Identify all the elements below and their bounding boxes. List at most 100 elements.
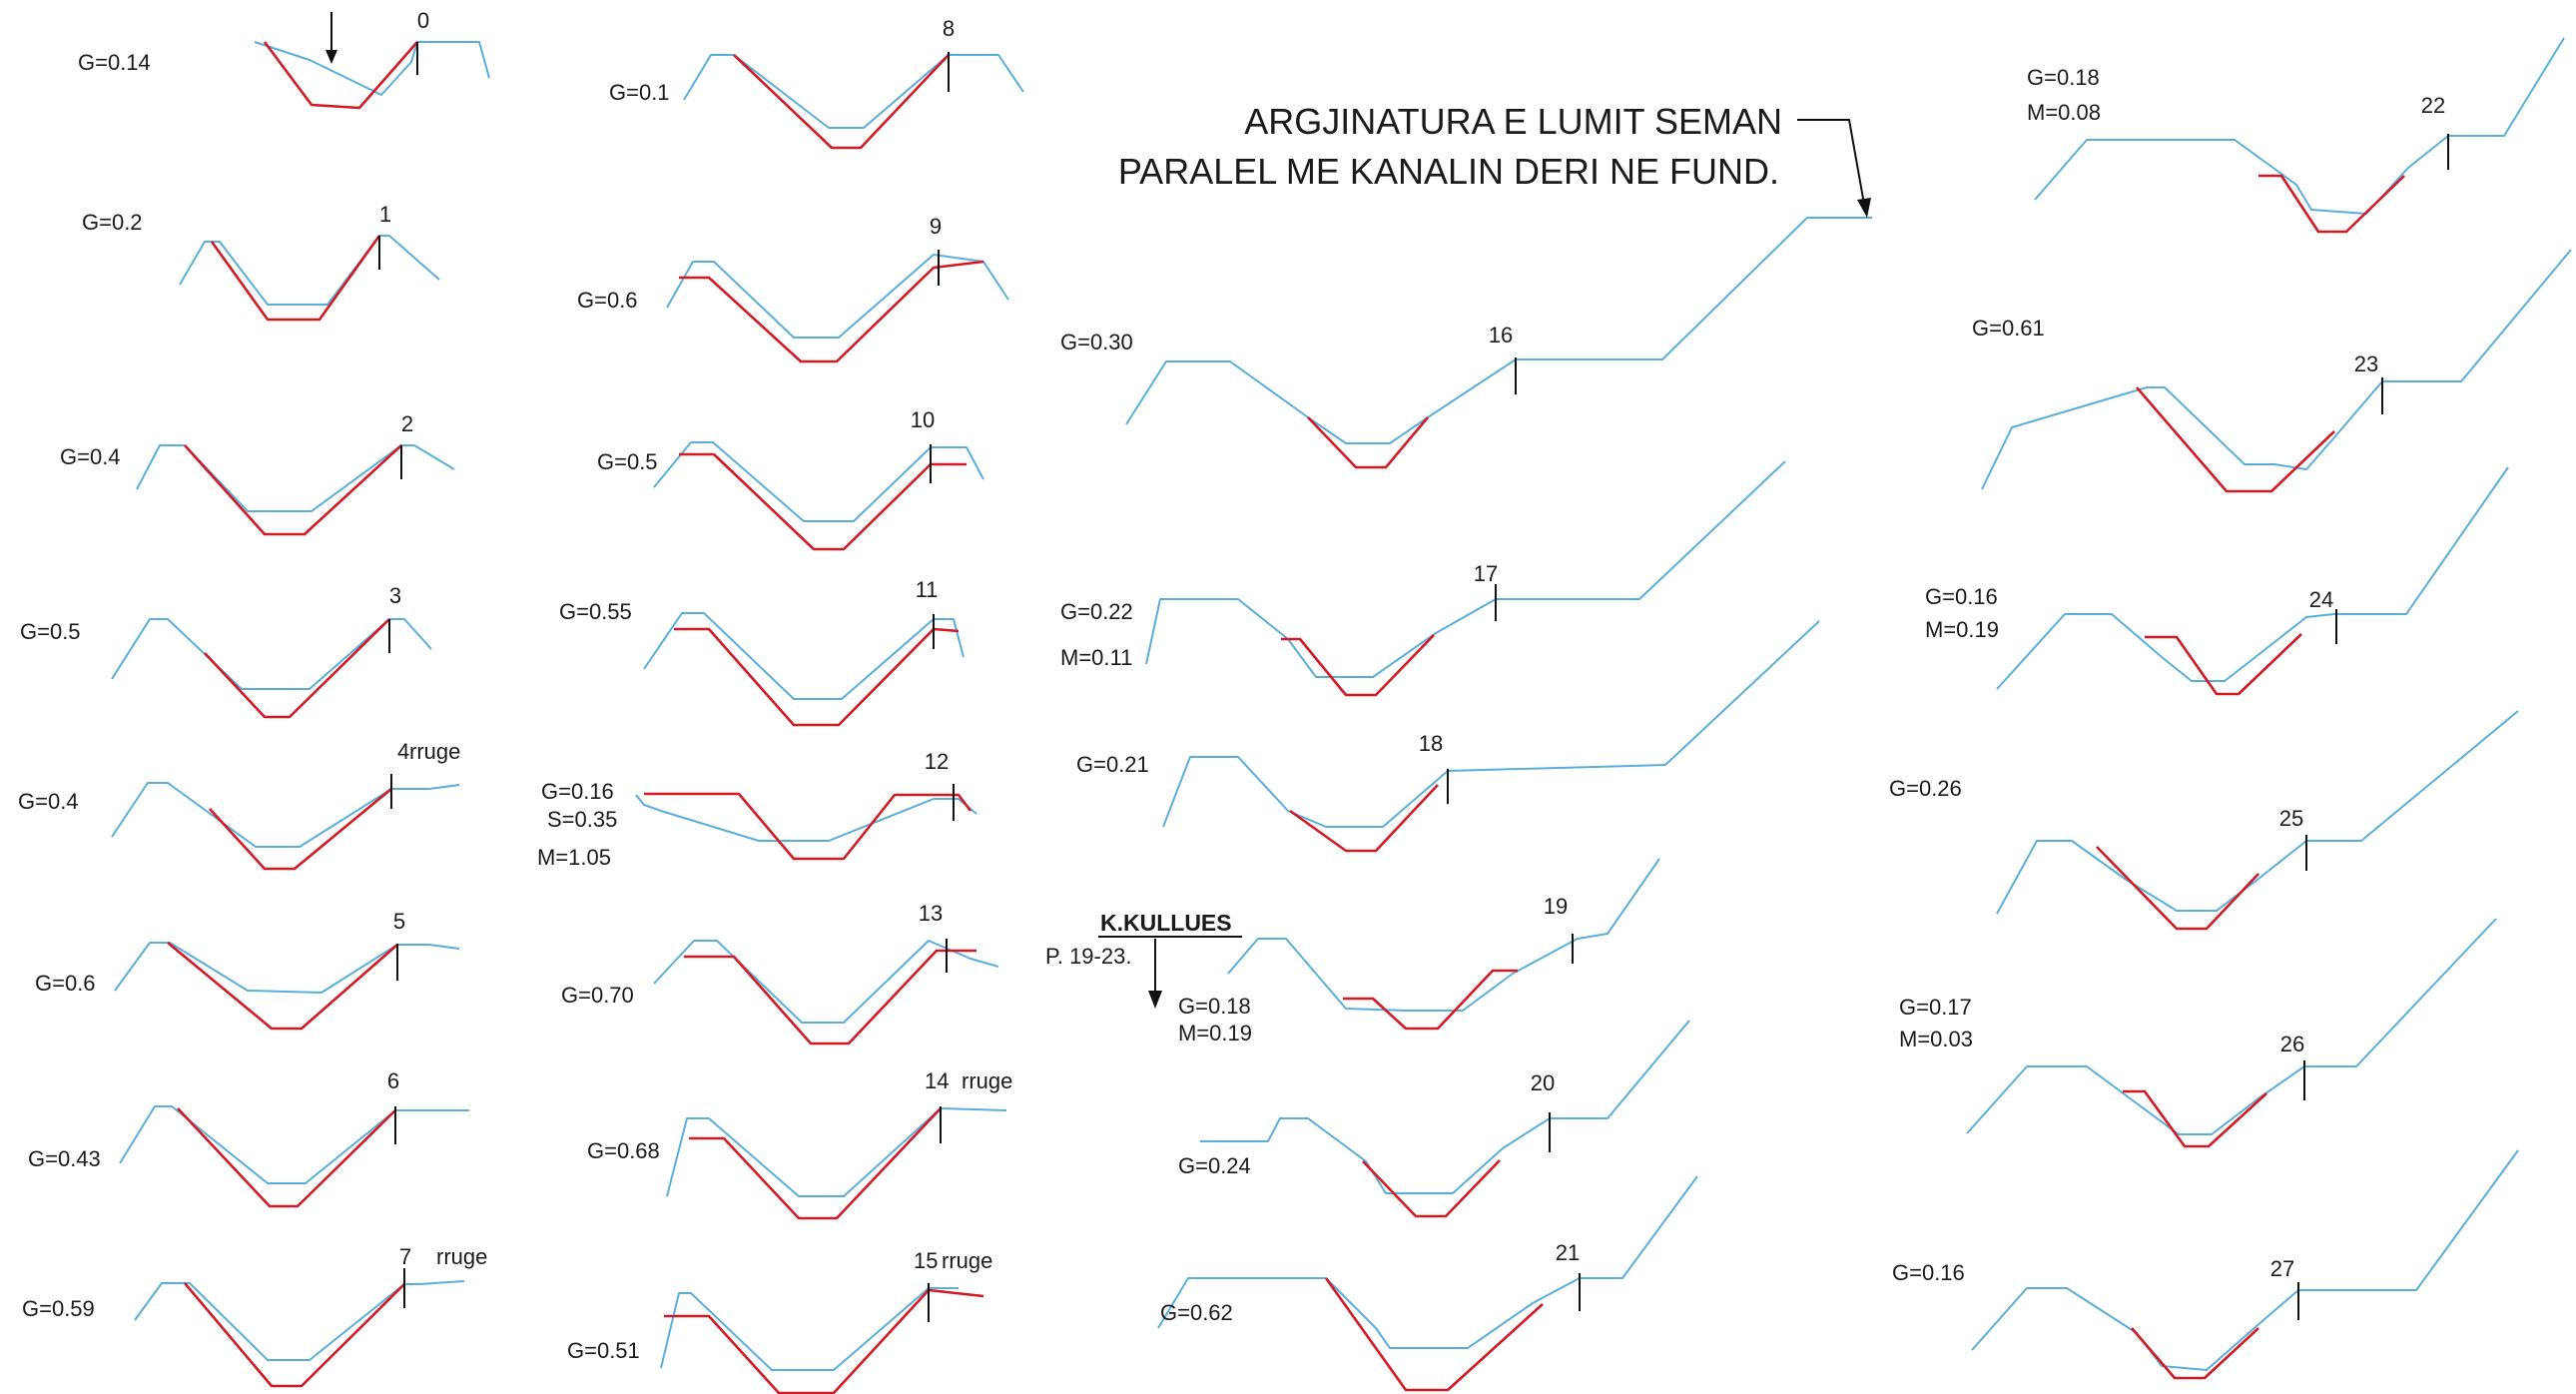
section-value-22-1: M=0.08 <box>2027 100 2101 125</box>
ground-line-9 <box>666 254 1009 339</box>
design-line-6 <box>177 1107 396 1208</box>
section-number-14: 14 <box>925 1068 949 1093</box>
section-number-13: 13 <box>919 901 943 926</box>
design-line-4 <box>209 787 392 871</box>
design-line-11 <box>674 627 960 727</box>
section-value-21-0: G=0.62 <box>1160 1300 1233 1325</box>
design-line-20 <box>1362 1159 1501 1218</box>
design-line-14 <box>689 1107 942 1220</box>
section-number-24: 24 <box>2309 587 2333 612</box>
title-annotation: ARGJINATURA E LUMIT SEMAN PARALEL ME KAN… <box>1118 101 1871 218</box>
section-13: 13 G=0.70 <box>561 901 999 1046</box>
section-value-4-0: G=0.4 <box>18 789 79 814</box>
ground-line-26 <box>1966 918 2497 1135</box>
design-line-10 <box>679 452 966 551</box>
ground-line-5 <box>114 942 460 994</box>
section-23: 23 G=0.61 <box>1972 249 2572 493</box>
design-line-9 <box>679 260 984 363</box>
section-number-26: 26 <box>2280 1032 2304 1056</box>
ground-line-7 <box>134 1280 465 1361</box>
design-line-21 <box>1324 1277 1544 1392</box>
section-value-17-0: G=0.22 <box>1060 599 1133 624</box>
design-line-24 <box>2145 633 2302 696</box>
section-value-24-1: M=0.19 <box>1925 617 1999 642</box>
section-16: 16 G=0.30 <box>1060 217 1872 469</box>
title-line-1: ARGJINATURA E LUMIT SEMAN <box>1244 101 1782 142</box>
design-line-17 <box>1281 634 1435 697</box>
ground-line-3 <box>111 618 432 690</box>
design-line-19 <box>1343 969 1518 1031</box>
ground-line-11 <box>643 612 965 700</box>
section-12: 12 G=0.16 S=0.35 M=1.05 <box>537 749 977 870</box>
ground-line-16 <box>1125 217 1872 444</box>
section-value-26-0: G=0.17 <box>1899 995 1972 1020</box>
section-value-12-2: M=1.05 <box>537 845 611 870</box>
section-number-25: 25 <box>2279 806 2303 831</box>
design-line-0 <box>263 41 418 110</box>
design-line-23 <box>2136 386 2335 493</box>
section-value-17-1: M=0.11 <box>1060 645 1132 670</box>
note-arrowhead <box>1148 991 1162 1009</box>
section-1: 1 G=0.2 <box>82 202 440 322</box>
ground-line-17 <box>1145 460 1786 678</box>
section-number-8: 8 <box>943 16 955 41</box>
note-sub: P. 19-23. <box>1045 944 1131 969</box>
section-4: 4 rruge G=0.4 <box>18 739 460 871</box>
design-line-26 <box>2123 1089 2267 1148</box>
design-line-12 <box>644 792 972 861</box>
section-value-23-0: G=0.61 <box>1972 316 2045 341</box>
ground-line-8 <box>683 54 1024 129</box>
section-value-10-0: G=0.5 <box>597 449 658 474</box>
top-arrowhead <box>325 50 337 64</box>
section-value-20-0: G=0.24 <box>1178 1153 1251 1178</box>
ground-line-0 <box>254 41 490 96</box>
ground-line-20 <box>1200 1020 1690 1194</box>
section-value-3-0: G=0.5 <box>20 619 81 644</box>
section-value-5-0: G=0.6 <box>35 971 96 996</box>
ground-line-19 <box>1227 858 1660 1012</box>
section-value-25-0: G=0.26 <box>1889 776 1962 801</box>
ground-line-25 <box>1996 710 2519 915</box>
section-number-21: 21 <box>1556 1240 1580 1265</box>
section-number-9: 9 <box>930 214 942 239</box>
design-line-2 <box>184 444 402 536</box>
section-number-1: 1 <box>379 202 391 227</box>
design-line-16 <box>1307 416 1429 469</box>
section-value-18-0: G=0.21 <box>1076 752 1149 777</box>
section-value-11-0: G=0.55 <box>559 599 632 624</box>
section-number-22: 22 <box>2421 93 2445 118</box>
section-21: 21 G=0.62 <box>1157 1175 1698 1392</box>
section-value-6-0: G=0.43 <box>28 1146 101 1171</box>
section-7: 7 rruge G=0.59 <box>22 1244 487 1388</box>
design-line-1 <box>210 235 381 322</box>
ground-line-23 <box>1981 249 2572 490</box>
design-line-27 <box>2131 1327 2259 1380</box>
top-arrow <box>325 12 337 64</box>
ground-line-24 <box>1996 466 2509 690</box>
section-number-16: 16 <box>1489 323 1513 348</box>
section-value-15-0: G=0.51 <box>567 1338 640 1363</box>
section-17: 17 G=0.22 M=0.11 <box>1060 460 1786 697</box>
section-number-3: 3 <box>389 583 401 608</box>
section-value-19-0: G=0.18 <box>1178 994 1251 1019</box>
ground-line-22 <box>2034 37 2565 215</box>
section-number-23: 23 <box>2354 351 2378 376</box>
kullues-note: K.KULLUES P. 19-23. <box>1045 910 1242 1009</box>
section-24: 24 G=0.16 M=0.19 <box>1925 466 2509 696</box>
section-value-8-0: G=0.1 <box>609 80 670 105</box>
section-number-17: 17 <box>1474 561 1498 586</box>
section-18: 18 G=0.21 <box>1076 620 1820 853</box>
section-number-18: 18 <box>1419 731 1443 756</box>
ground-line-21 <box>1157 1175 1698 1349</box>
title-line-2: PARALEL ME KANALIN DERI NE FUND. <box>1118 151 1779 192</box>
design-line-15 <box>664 1288 984 1394</box>
road-tag-7: rruge <box>436 1244 487 1269</box>
section-number-5: 5 <box>393 909 405 934</box>
ground-line-15 <box>660 1287 959 1371</box>
section-value-16-0: G=0.30 <box>1060 330 1133 354</box>
section-number-20: 20 <box>1531 1070 1555 1095</box>
section-19: 19 G=0.18M=0.19 <box>1178 858 1660 1046</box>
design-line-25 <box>2096 846 2259 931</box>
section-25: 25 G=0.26 <box>1889 710 2519 931</box>
